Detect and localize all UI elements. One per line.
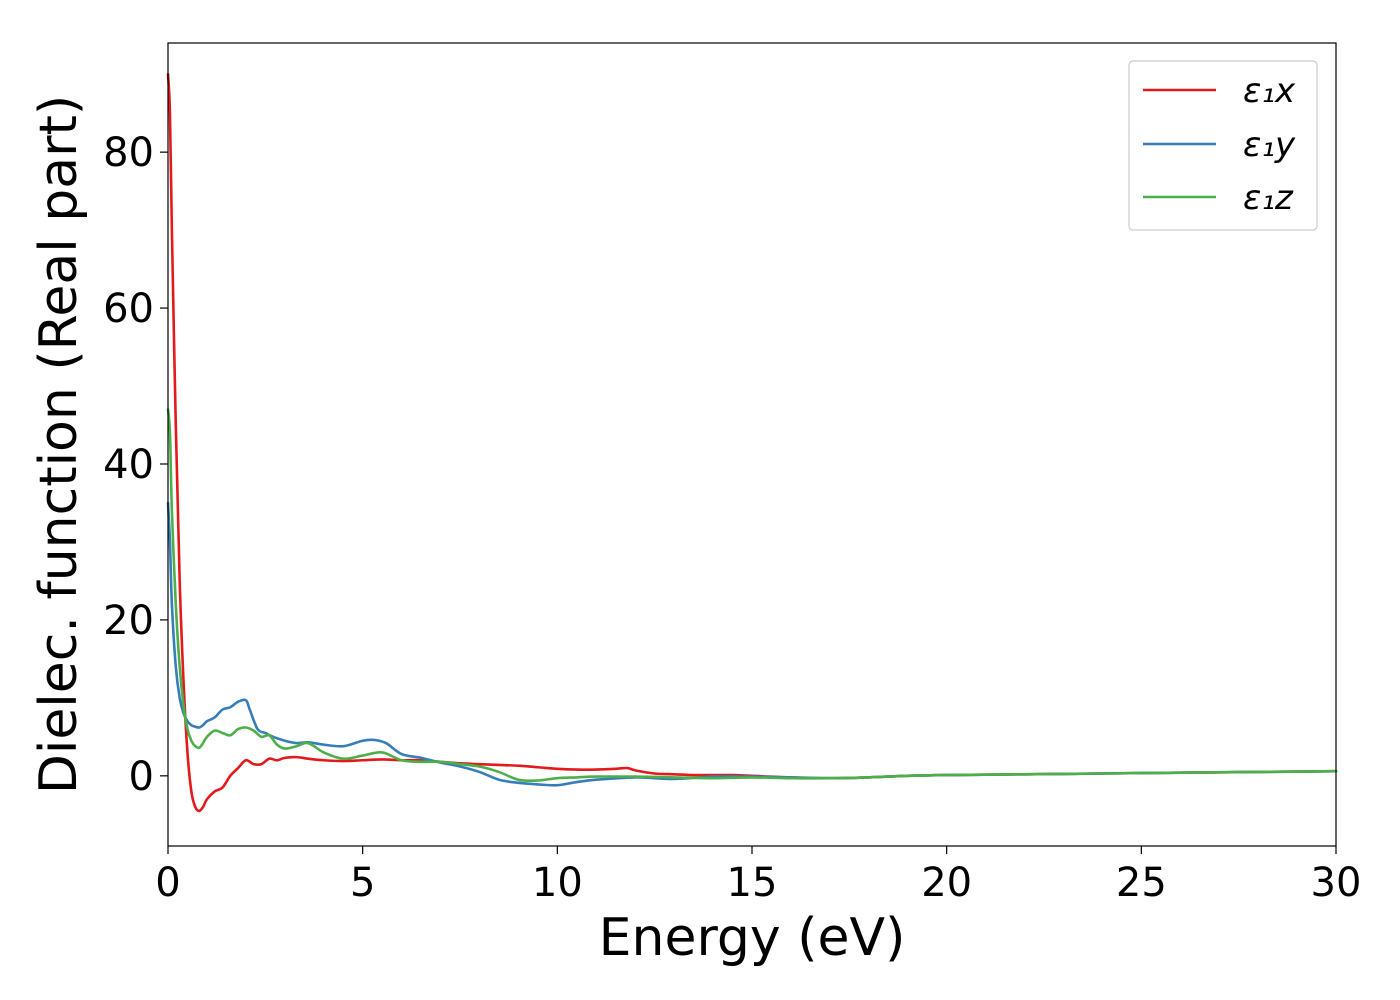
y-axis: 0 20 40 60 80 (103, 130, 168, 800)
y-tick-label: 20 (103, 598, 154, 644)
y-axis-label: Dielec. function (Real part) (29, 95, 89, 794)
legend-label-y: ε₁y (1243, 125, 1296, 165)
series-line-z (166, 408, 1338, 783)
series-layer (166, 72, 1338, 813)
x-tick-label: 30 (1311, 860, 1362, 906)
y-tick-label: 0 (129, 754, 154, 800)
legend-box (1128, 60, 1318, 231)
series-line-y (166, 501, 1338, 787)
x-tick-label: 0 (155, 860, 180, 906)
legend: ε₁x ε₁y ε₁z (1128, 60, 1318, 231)
y-tick-label: 80 (103, 130, 154, 176)
y-tick-label: 60 (103, 286, 154, 332)
x-tick-label: 20 (921, 860, 972, 906)
legend-label-z: ε₁z (1243, 178, 1294, 218)
x-tick-label: 15 (727, 860, 778, 906)
x-axis: 0 5 10 15 20 25 30 (155, 846, 1361, 906)
x-axis-label: Energy (eV) (599, 908, 906, 968)
x-tick-label: 5 (350, 860, 375, 906)
x-tick-label: 10 (532, 860, 583, 906)
legend-label-x: ε₁x (1243, 71, 1296, 111)
x-tick-label: 25 (1116, 860, 1167, 906)
y-tick-label: 40 (103, 442, 154, 488)
